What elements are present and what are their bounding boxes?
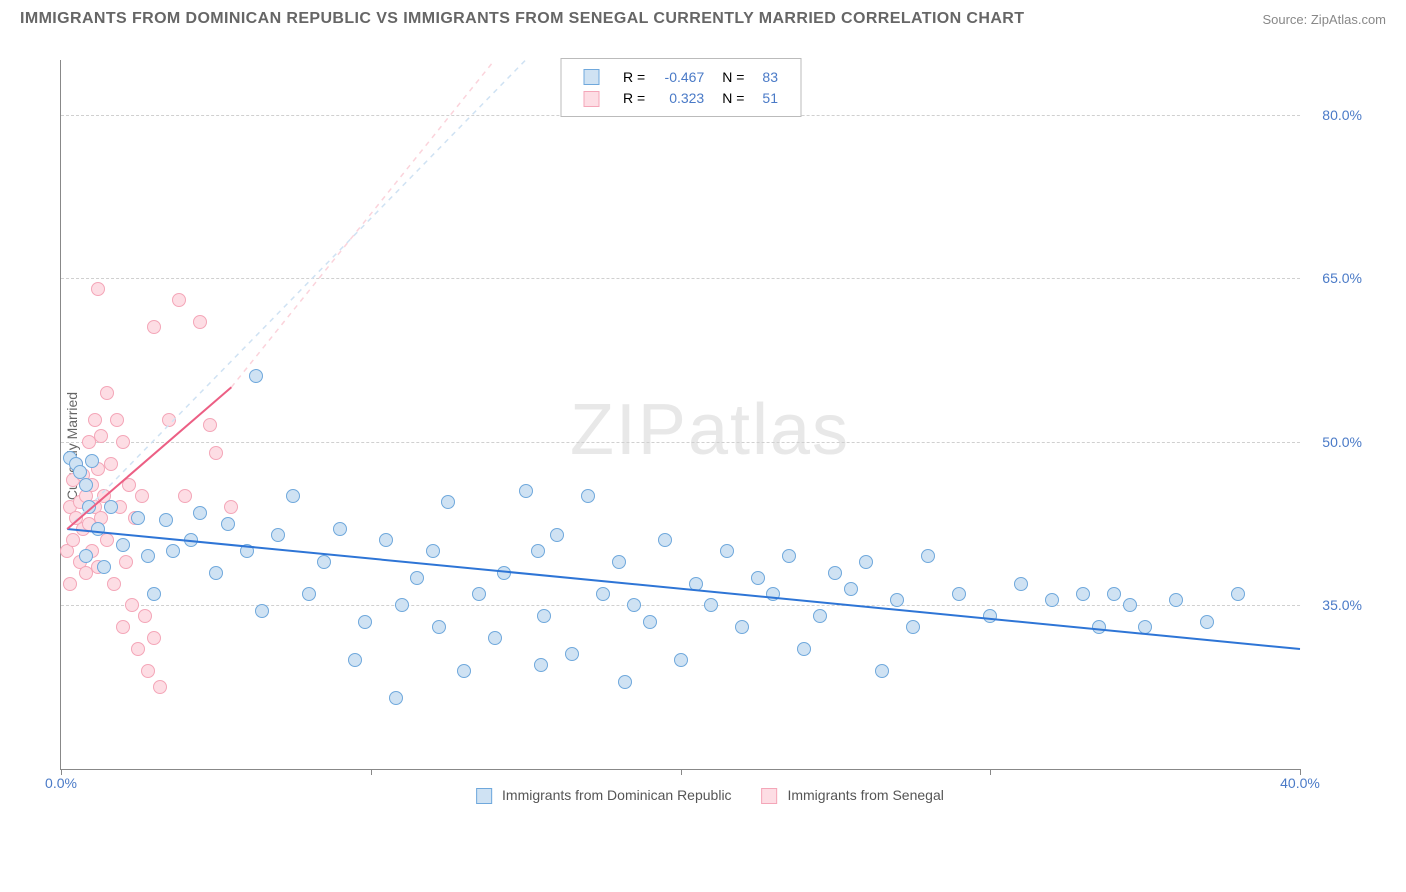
- x-tick-mark: [681, 769, 682, 775]
- diagonal-dash-line: [231, 60, 494, 387]
- swatch-series1: [583, 69, 599, 85]
- trend-line: [67, 529, 1300, 649]
- plot-area: R = -0.467 N = 83 R = 0.323 N = 51 35.0%…: [60, 60, 1300, 770]
- x-tick-label: 0.0%: [45, 775, 77, 791]
- chart-container: ZIPatlas R = -0.467 N = 83 R = 0.323 N =…: [50, 50, 1370, 810]
- swatch-bottom-series1: [476, 788, 492, 804]
- x-tick-mark: [990, 769, 991, 775]
- x-tick-mark: [371, 769, 372, 775]
- trend-lines-svg: [61, 60, 1300, 769]
- series-legend: Immigrants from Dominican Republic Immig…: [476, 787, 944, 804]
- correlation-legend: R = -0.467 N = 83 R = 0.323 N = 51: [560, 58, 801, 117]
- swatch-bottom-series2: [762, 788, 778, 804]
- chart-title: IMMIGRANTS FROM DOMINICAN REPUBLIC VS IM…: [20, 10, 1024, 28]
- legend-series1: Immigrants from Dominican Republic: [476, 787, 731, 804]
- trend-line: [67, 387, 231, 529]
- legend-series2: Immigrants from Senegal: [762, 787, 944, 804]
- y-tick-label: 65.0%: [1322, 270, 1362, 286]
- y-tick-label: 35.0%: [1322, 597, 1362, 613]
- legend-row-series1: R = -0.467 N = 83: [575, 67, 786, 86]
- source-label: Source: ZipAtlas.com: [1262, 12, 1386, 27]
- x-tick-label: 40.0%: [1280, 775, 1320, 791]
- diagonal-dash-line: [67, 60, 525, 529]
- y-tick-label: 50.0%: [1322, 434, 1362, 450]
- swatch-series2: [583, 91, 599, 107]
- legend-row-series2: R = 0.323 N = 51: [575, 88, 786, 107]
- y-tick-label: 80.0%: [1322, 107, 1362, 123]
